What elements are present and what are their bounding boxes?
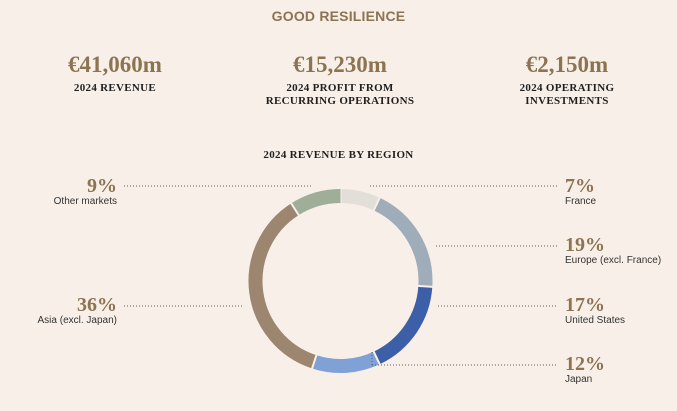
label-france: France (565, 196, 597, 207)
kpi-investments: €2,150m 2024 OPERATING INVESTMENTS (457, 52, 677, 108)
slice-separator (310, 353, 318, 370)
page-title: GOOD RESILIENCE (271, 8, 406, 24)
kpi-revenue-value: €41,060m (68, 52, 162, 77)
label-other-markets: Other markets (53, 196, 117, 207)
kpi-profit-label-line1: 2024 PROFIT FROM (286, 82, 394, 94)
label-asia: Asia (excl. Japan) (37, 315, 117, 326)
slice-united-states (373, 285, 433, 365)
slice-separator (289, 201, 301, 217)
chart-title: 2024 REVENUE BY REGION (263, 149, 414, 161)
slice-separator (372, 350, 382, 366)
pct-france: 7% (565, 175, 595, 197)
kpi-revenue-label: 2024 REVENUE (73, 82, 157, 94)
label-europe: Europe (excl. France) (565, 255, 662, 266)
kpi-profit-label-line2: RECURRING OPERATIONS (265, 95, 415, 107)
pct-asia: 36% (77, 294, 117, 316)
slice-other-markets (291, 189, 341, 216)
pct-japan: 12% (565, 353, 605, 375)
pct-united-states: 17% (565, 294, 605, 316)
slice-europe (373, 197, 433, 287)
slice-separator (417, 284, 434, 288)
kpi-profit-label: 2024 PROFIT FROM RECURRING OPERATIONS (230, 82, 450, 108)
pct-other-markets: 9% (87, 175, 117, 197)
label-japan: Japan (565, 374, 593, 385)
kpi-investments-label-line1: 2024 OPERATING (519, 82, 615, 94)
slice-separator (372, 196, 382, 212)
kpi-profit: €15,230m 2024 PROFIT FROM RECURRING OPER… (230, 52, 450, 108)
slice-asia (248, 203, 317, 369)
kpi-profit-value: €15,230m (293, 52, 387, 77)
label-united-states: United States (565, 315, 626, 326)
kpi-investments-label: 2024 OPERATING INVESTMENTS (457, 82, 677, 108)
slice-japan (312, 351, 380, 373)
kpi-investments-label-line2: INVESTMENTS (525, 95, 609, 107)
kpi-investments-value: €2,150m (525, 52, 609, 77)
kpi-revenue: €41,060m 2024 REVENUE (5, 52, 225, 95)
pct-europe: 19% (565, 234, 605, 256)
slice-france (340, 189, 380, 211)
